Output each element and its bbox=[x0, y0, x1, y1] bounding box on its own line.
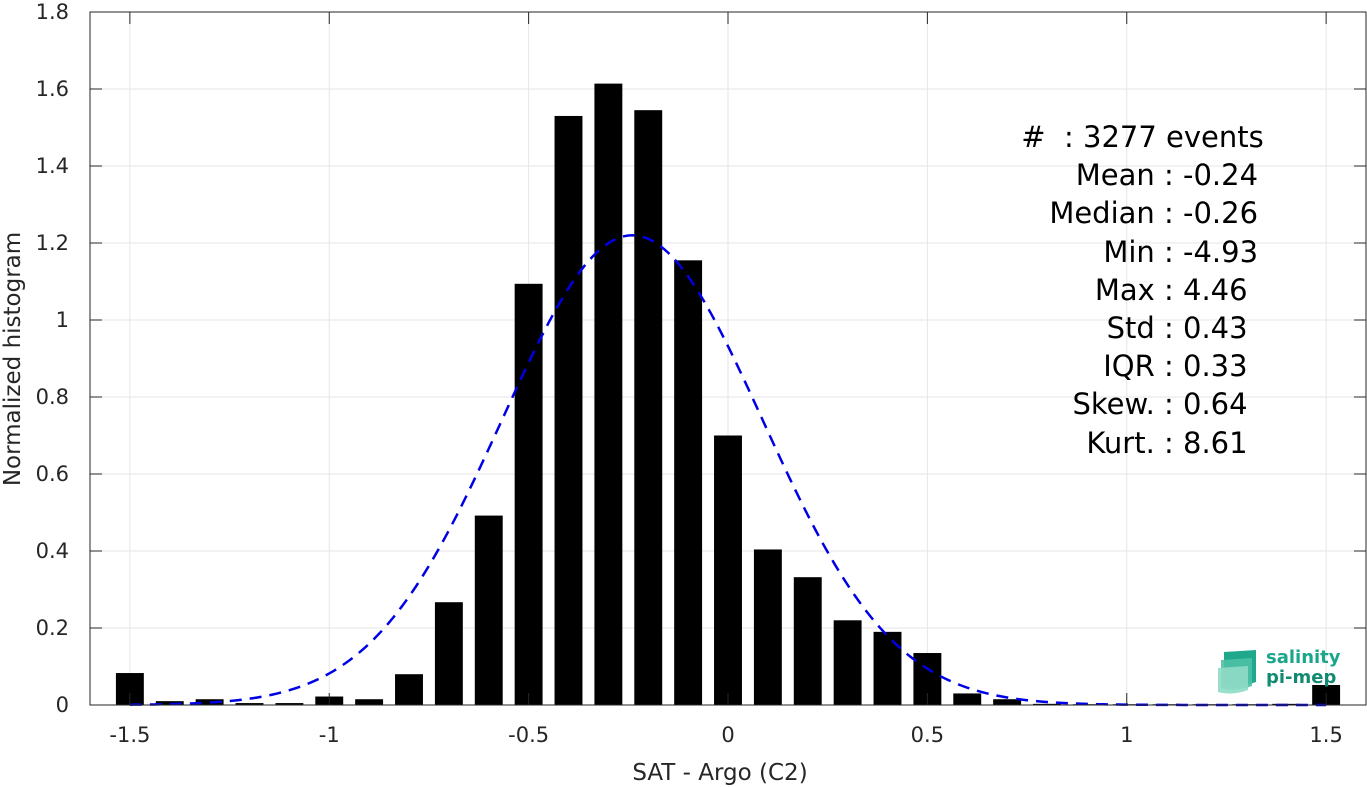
stat-row-skew: Skew. : 0.64 bbox=[900, 385, 1278, 423]
stat-row-std: Std : 0.43 bbox=[900, 309, 1278, 347]
stat-value: 4.46 bbox=[1183, 272, 1248, 307]
y-tick-label: 1.4 bbox=[36, 154, 69, 178]
stat-label: IQR : bbox=[1103, 349, 1183, 384]
logo-text: salinity pi-mep bbox=[1266, 648, 1341, 688]
stat-label: Kurt. : bbox=[1086, 425, 1183, 460]
histogram-bar bbox=[714, 435, 742, 705]
histogram-bar bbox=[395, 674, 423, 705]
y-tick-label: 0.4 bbox=[36, 539, 69, 563]
histogram-bar bbox=[554, 115, 583, 705]
axis-ticks bbox=[90, 11, 1366, 706]
statistics-panel: # : 3277 events Mean : -0.24 Median : -0… bbox=[900, 118, 1278, 462]
stat-value: 3277 events bbox=[1083, 120, 1264, 154]
stat-value: 0.43 bbox=[1183, 310, 1248, 345]
histogram-bar bbox=[833, 620, 862, 705]
histogram-bar bbox=[275, 703, 304, 705]
stat-label: # : bbox=[1021, 120, 1083, 154]
histogram-bar bbox=[634, 110, 663, 706]
y-tick-label: 1.8 bbox=[36, 0, 69, 24]
stat-row-min: Min : -4.93 bbox=[900, 233, 1278, 271]
stat-label: Median : bbox=[1049, 196, 1183, 231]
histogram-bar bbox=[873, 631, 902, 705]
y-tick-label: 0.2 bbox=[36, 616, 69, 640]
salinity-pimep-logo: salinity pi-mep bbox=[1216, 648, 1346, 694]
histogram-bar bbox=[753, 549, 782, 705]
y-tick-label: 0 bbox=[56, 693, 69, 717]
histogram-bar bbox=[514, 283, 543, 705]
histogram-bar bbox=[434, 602, 463, 705]
stat-label: Min : bbox=[1103, 234, 1183, 269]
stat-value: -4.93 bbox=[1183, 234, 1259, 269]
stat-label: Std : bbox=[1106, 310, 1183, 345]
x-tick-label: -0.5 bbox=[508, 723, 549, 747]
histogram-bar bbox=[674, 260, 703, 705]
x-tick-label: 1.5 bbox=[1309, 723, 1342, 747]
x-tick-label: 0.5 bbox=[911, 723, 944, 747]
y-tick-label: 0.6 bbox=[36, 462, 69, 486]
stat-row-count: # : 3277 events bbox=[900, 118, 1278, 156]
histogram-bar bbox=[594, 83, 623, 706]
y-tick-label: 0.8 bbox=[36, 385, 69, 409]
x-tick-label: -1 bbox=[319, 723, 340, 747]
logo-line-2: pi-mep bbox=[1266, 667, 1337, 688]
stat-value: 0.33 bbox=[1183, 349, 1248, 384]
y-tick-labels: 0 0.2 0.4 0.6 0.8 1 1.2 1.4 1.6 1.8 bbox=[36, 0, 69, 717]
histogram-bar bbox=[474, 515, 503, 705]
logo-line-1: salinity bbox=[1266, 647, 1341, 668]
x-tick-labels: -1.5 -1 -0.5 0 0.5 1 1.5 bbox=[109, 723, 1342, 747]
histogram-bar bbox=[195, 699, 224, 705]
x-tick-label: -1.5 bbox=[109, 723, 150, 747]
histogram-bar bbox=[993, 699, 1022, 705]
stat-value: 0.64 bbox=[1183, 387, 1248, 422]
histogram-bar bbox=[355, 699, 384, 705]
histogram-bar bbox=[1033, 703, 1061, 705]
stat-value: -0.26 bbox=[1183, 196, 1259, 231]
y-axis-label: Normalized histogram bbox=[0, 232, 26, 486]
y-tick-label: 1.2 bbox=[36, 231, 69, 255]
x-axis-label: SAT - Argo (C2) bbox=[632, 760, 807, 786]
histogram-bar bbox=[155, 701, 184, 705]
stat-label: Mean : bbox=[1075, 158, 1183, 193]
wave-logo-icon bbox=[1218, 650, 1256, 694]
x-tick-label: 1 bbox=[1120, 723, 1133, 747]
stat-label: Skew. : bbox=[1072, 387, 1183, 422]
stat-label: Max : bbox=[1094, 272, 1183, 307]
stat-value: 8.61 bbox=[1183, 425, 1248, 460]
stat-row-median: Median : -0.26 bbox=[900, 194, 1278, 232]
stat-value: -0.24 bbox=[1183, 158, 1259, 193]
x-tick-label: 0 bbox=[721, 723, 734, 747]
histogram-bar bbox=[235, 703, 264, 705]
stat-row-iqr: IQR : 0.33 bbox=[900, 347, 1278, 385]
stat-row-max: Max : 4.46 bbox=[900, 271, 1278, 309]
stat-row-kurt: Kurt. : 8.61 bbox=[900, 424, 1278, 462]
y-tick-label: 1.6 bbox=[36, 77, 69, 101]
histogram-bar bbox=[953, 693, 982, 705]
histogram-bar bbox=[793, 577, 822, 705]
y-tick-label: 1 bbox=[56, 308, 69, 332]
stat-row-mean: Mean : -0.24 bbox=[900, 156, 1278, 194]
